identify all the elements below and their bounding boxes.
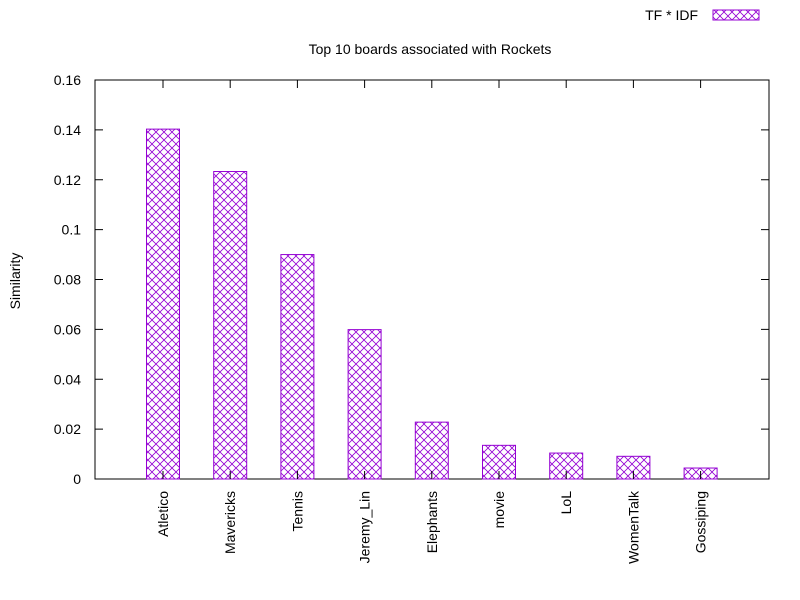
bar — [347, 329, 382, 480]
x-tick-label: WomenTalk — [625, 490, 641, 564]
y-axis-ticks: 0 0.02 0.04 0.06 0.08 0.1 0.12 0.14 0.16 — [54, 72, 769, 487]
y-tick-label: 0.1 — [62, 222, 82, 238]
x-tick-label: Gossiping — [693, 491, 709, 553]
y-tick-label: 0.14 — [54, 122, 81, 138]
x-tick-label: Elephants — [424, 491, 440, 553]
y-axis-label: Similarity — [7, 253, 23, 310]
bars — [146, 128, 718, 480]
x-tick-label: Tennis — [289, 491, 305, 531]
plot-frame — [94, 79, 770, 480]
x-tick-label: Atletico — [155, 491, 171, 537]
x-tick-label: movie — [491, 491, 507, 529]
y-tick-label: 0.16 — [54, 72, 81, 88]
bar — [414, 421, 449, 480]
legend-swatch — [712, 9, 760, 21]
bar — [146, 128, 180, 480]
legend: TF * IDF — [645, 7, 760, 23]
x-tick-label: Mavericks — [222, 491, 238, 554]
bar — [213, 171, 248, 480]
y-tick-label: 0.02 — [54, 421, 81, 437]
chart-title: Top 10 boards associated with Rockets — [309, 41, 552, 57]
y-tick-label: 0.12 — [54, 172, 81, 188]
legend-label: TF * IDF — [645, 7, 698, 23]
x-tick-label: LoL — [558, 491, 574, 515]
y-tick-label: 0.04 — [54, 371, 81, 387]
x-axis-ticks: Atletico Mavericks Tennis Jeremy_Lin Elephan… — [155, 80, 709, 564]
y-tick-label: 0.08 — [54, 272, 81, 288]
bar — [280, 254, 315, 480]
x-tick-label: Jeremy_Lin — [357, 491, 373, 563]
y-tick-label: 0.06 — [54, 321, 81, 337]
y-tick-label: 0 — [73, 471, 81, 487]
